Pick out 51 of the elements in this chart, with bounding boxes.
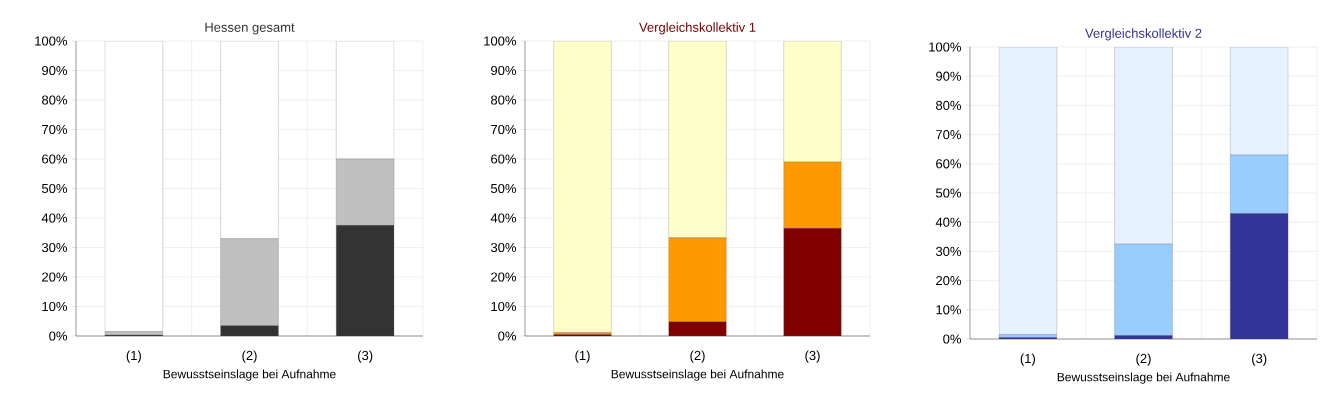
y-tick-label: 100% [35, 36, 67, 46]
y-tick-label: 80% [936, 100, 962, 110]
y-tick-label: 50% [490, 183, 517, 194]
y-tick-label: 70% [42, 124, 68, 135]
y-tick-label: 30% [41, 242, 68, 253]
x-tick-label: (2) [242, 350, 257, 363]
y-tick-label: 30% [935, 246, 962, 256]
y-tick-label: 50% [41, 183, 68, 194]
y-tick-label: 0% [498, 331, 517, 341]
x-tick-label: (3) [1252, 353, 1267, 366]
x-tick-label: (3) [805, 350, 820, 363]
bar [104, 41, 163, 332]
y-tick-label: 40% [490, 213, 517, 223]
y-tick-label: 60% [42, 154, 68, 164]
x-tick-label: (3) [358, 350, 373, 363]
y-tick-label: 10% [936, 305, 962, 315]
y-tick-label: 10% [491, 301, 517, 312]
chart-title: Hessen gesamt [205, 22, 295, 35]
y-tick-label: 0% [943, 334, 962, 344]
y-tick-label: 100% [484, 36, 517, 46]
y-tick-label: 20% [491, 272, 517, 282]
bar [998, 47, 1057, 335]
y-tick-label: 60% [936, 159, 962, 169]
y-tick-label: 20% [42, 272, 68, 282]
y-tick-label: 50% [935, 188, 962, 198]
x-axis-title: Bewusstseinslage bei Aufnahme [163, 369, 336, 381]
y-tick-label: 80% [491, 95, 517, 105]
x-tick-label: (1) [575, 350, 590, 363]
x-axis-title: Bewusstseinslage bei Aufnahme [1057, 372, 1230, 384]
x-axis-title: Bewusstseinslage bei Aufnahme [611, 369, 784, 381]
x-tick-label: (1) [1020, 353, 1035, 366]
bar [553, 41, 612, 333]
y-tick-label: 40% [935, 217, 962, 227]
y-tick-label: 20% [936, 275, 962, 286]
y-tick-label: 70% [491, 124, 517, 135]
y-tick-label: 70% [936, 129, 962, 140]
y-tick-label: 60% [491, 154, 517, 164]
y-tick-label: 90% [42, 65, 68, 76]
chart-title: Vergleichskollektiv 1 [639, 22, 756, 35]
y-tick-label: 30% [490, 242, 517, 253]
x-tick-label: (2) [690, 350, 705, 363]
y-tick-label: 40% [41, 213, 68, 223]
chart-title: Vergleichskollektiv 2 [1085, 28, 1202, 41]
y-tick-label: 0% [49, 331, 68, 341]
x-tick-label: (1) [126, 350, 141, 363]
y-tick-label: 10% [42, 301, 68, 312]
y-tick-label: 90% [936, 71, 962, 81]
y-tick-label: 80% [42, 95, 68, 105]
x-tick-label: (2) [1136, 353, 1151, 366]
y-tick-label: 90% [491, 65, 517, 76]
y-tick-label: 100% [929, 42, 962, 52]
